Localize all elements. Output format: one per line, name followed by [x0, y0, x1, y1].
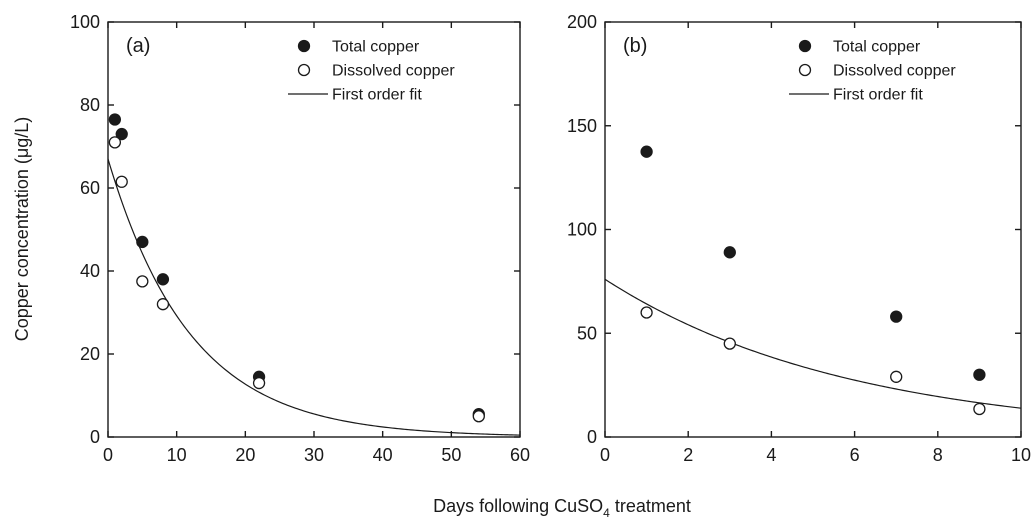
legend-label: Dissolved copper	[833, 63, 956, 80]
x-tick-label: 50	[441, 445, 461, 465]
y-tick-label: 100	[70, 12, 100, 32]
y-tick-label: 0	[587, 427, 597, 447]
x-tick-label: 6	[850, 445, 860, 465]
total-copper-point	[973, 368, 986, 381]
dissolved-copper-point	[252, 376, 266, 390]
fit-line	[605, 278, 1021, 409]
legend-marker	[297, 39, 311, 53]
x-axis-title-prefix: Days following CuSO	[433, 496, 603, 516]
y-tick-label: 80	[80, 95, 100, 115]
legend-label: Dissolved copper	[332, 63, 455, 80]
x-tick-label: 20	[235, 445, 255, 465]
x-tick-label: 40	[373, 445, 393, 465]
plot-frame	[107, 21, 521, 438]
total-copper-point	[723, 246, 736, 259]
dissolved-copper-point	[723, 337, 736, 350]
total-copper-point	[640, 145, 653, 158]
y-tick-label: 60	[80, 178, 100, 198]
y-tick-label: 200	[567, 12, 597, 32]
dissolved-copper-point	[472, 410, 485, 423]
fit-line	[108, 158, 520, 436]
dissolved-copper-point	[973, 402, 986, 416]
x-tick-label: 0	[103, 445, 113, 465]
total-copper-point	[156, 273, 170, 286]
legend-label: First order fit	[833, 87, 923, 104]
y-tick-label: 20	[80, 344, 100, 364]
y-tick-label: 100	[567, 220, 597, 240]
dissolved-copper-point	[640, 306, 653, 319]
panel-a: 0 10 20 30 40 50 60 0 20 40 60 80 100 (a) Total copper…	[70, 12, 530, 465]
y-tick-label: 0	[90, 427, 100, 447]
x-tick-label: 4	[766, 445, 776, 465]
x-axis-title-subscript: 4	[603, 506, 610, 520]
x-axis-title: Days following CuSO4 treatment	[433, 496, 691, 520]
dissolved-copper-point	[156, 298, 170, 311]
x-tick-label: 10	[167, 445, 187, 465]
legend-marker	[297, 63, 311, 77]
x-tick-label: 2	[683, 445, 693, 465]
panel-label: (a)	[126, 35, 150, 57]
legend-label: Total copper	[332, 39, 420, 56]
x-tick-label: 10	[1011, 445, 1031, 465]
x-tick-label: 30	[304, 445, 324, 465]
legend-marker	[798, 63, 812, 77]
legend-label: Total copper	[833, 39, 921, 56]
total-copper-point	[115, 127, 128, 141]
dissolved-copper-point	[108, 136, 122, 149]
x-axis-title-suffix: treatment	[610, 496, 691, 516]
x-tick-label: 0	[600, 445, 610, 465]
dissolved-copper-point	[136, 275, 149, 288]
legend-label: First order fit	[332, 87, 422, 104]
total-copper-point	[890, 310, 903, 323]
dissolved-copper-point	[115, 175, 128, 188]
panel-label: (b)	[623, 35, 647, 57]
y-tick-label: 150	[567, 116, 597, 136]
legend-marker	[798, 39, 812, 53]
x-tick-label: 8	[933, 445, 943, 465]
x-tick-label: 60	[510, 445, 530, 465]
y-tick-label: 40	[80, 261, 100, 281]
dissolved-copper-point	[890, 370, 903, 383]
total-copper-point	[136, 235, 149, 249]
plot-frame	[604, 21, 1022, 438]
y-axis-title: Copper concentration (μg/L)	[12, 117, 32, 342]
total-copper-point	[108, 113, 122, 126]
y-tick-label: 50	[577, 323, 597, 343]
